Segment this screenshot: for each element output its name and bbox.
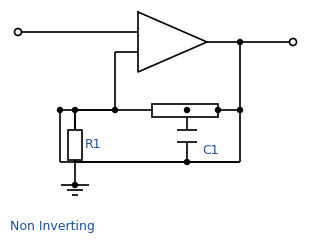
Circle shape	[215, 108, 220, 112]
Text: R1: R1	[85, 139, 102, 152]
Bar	[68, 130, 82, 160]
Circle shape	[184, 108, 189, 112]
Text: C1: C1	[202, 144, 219, 157]
Bar	[152, 103, 218, 116]
Circle shape	[113, 108, 117, 112]
Circle shape	[237, 108, 242, 112]
Circle shape	[237, 40, 242, 44]
Circle shape	[73, 183, 78, 187]
Circle shape	[184, 160, 189, 164]
Text: Non Inverting: Non Inverting	[10, 220, 95, 233]
Circle shape	[73, 108, 78, 112]
Circle shape	[57, 108, 63, 112]
